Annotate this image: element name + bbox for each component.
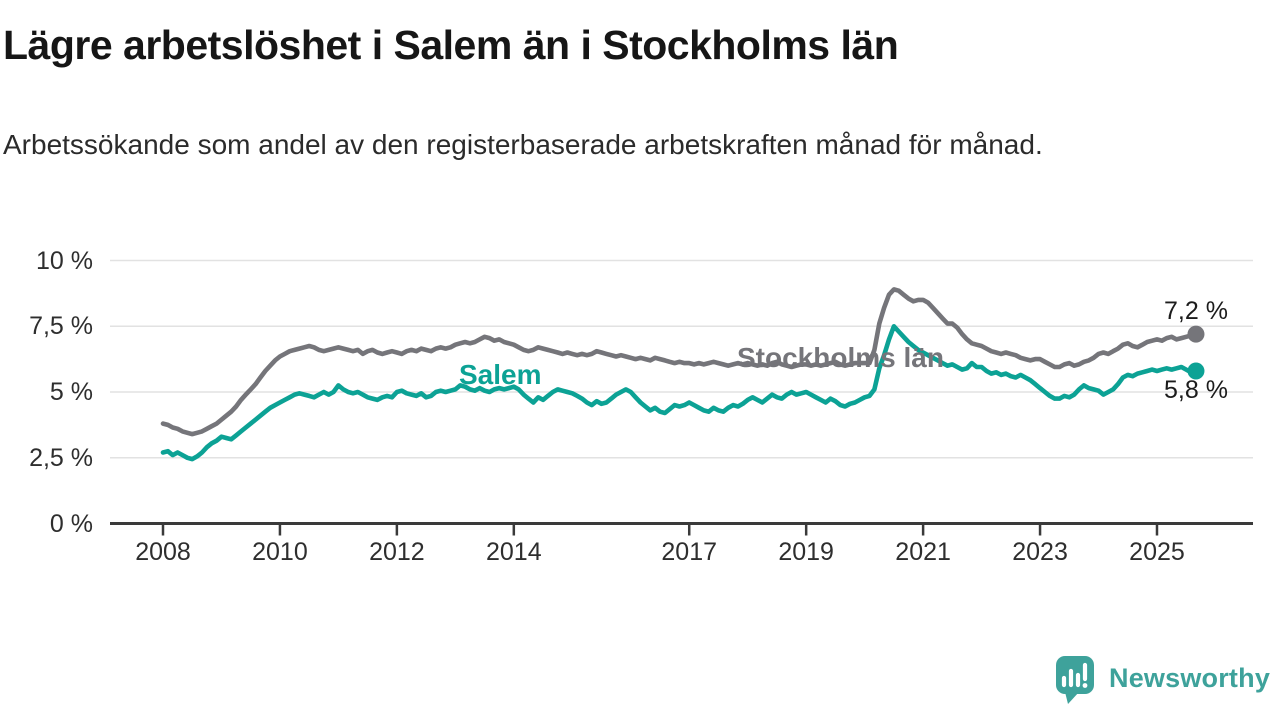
- series-end-dot-salem: [1187, 362, 1205, 380]
- x-axis-label: 2010: [252, 538, 308, 566]
- series-line-stockholms-lan: [160, 287, 1199, 437]
- series-line-salem: [160, 323, 1199, 462]
- y-axis-label: 7,5 %: [29, 312, 93, 341]
- y-axis-label: 0 %: [49, 509, 93, 538]
- x-axis-label: 2008: [135, 538, 191, 566]
- x-axis-label: 2014: [486, 538, 542, 566]
- series-label-salem: Salem: [459, 359, 542, 390]
- y-axis-label: 5 %: [49, 378, 93, 406]
- y-axis-label: 2,5 %: [29, 443, 93, 472]
- end-value-stockholms-lan: 7,2 %: [1164, 297, 1228, 325]
- x-axis-label: 2021: [895, 538, 951, 566]
- y-axis-label: 10 %: [36, 246, 93, 275]
- x-axis-label: 2017: [661, 538, 718, 566]
- series-end-dot-stockholms-lan: [1187, 325, 1205, 343]
- newsworthy-logo-icon: [1056, 656, 1094, 704]
- newsworthy-logo-text: Newsworthy: [1109, 662, 1271, 693]
- series-label-stockholms-lan: Stockholms län: [737, 342, 944, 373]
- x-axis-label: 2025: [1129, 538, 1185, 566]
- end-value-salem: 5,8 %: [1164, 376, 1228, 404]
- chart-subtitle: Arbetssökande som andel av den registerb…: [3, 129, 1043, 160]
- x-axis-label: 2012: [369, 538, 425, 566]
- x-axis-label: 2023: [1012, 538, 1068, 566]
- chart-title: Lägre arbetslöshet i Salem än i Stockhol…: [3, 22, 899, 68]
- newsworthy-logo: Newsworthy: [1052, 648, 1280, 708]
- x-axis-label: 2019: [778, 538, 834, 566]
